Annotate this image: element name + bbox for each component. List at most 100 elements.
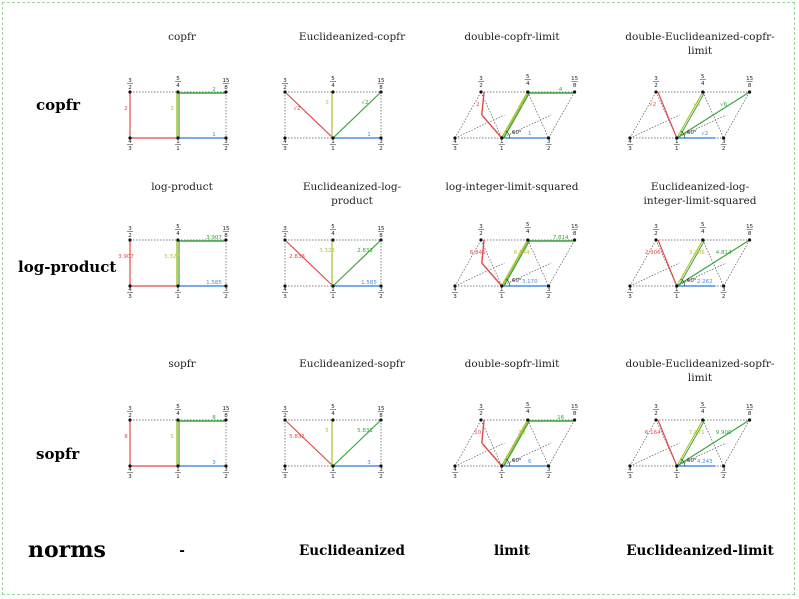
- green-edge: [678, 91, 706, 139]
- grid-line: [454, 419, 482, 467]
- grid-line: [501, 442, 552, 467]
- lattice-point: [176, 238, 180, 242]
- lattice-point: [128, 238, 132, 242]
- lattice-point: [722, 284, 726, 288]
- svg-text:1: 1: [331, 474, 335, 480]
- grid-line: [501, 114, 552, 139]
- lattice-point: [128, 418, 132, 422]
- fraction-15-8: 158: [571, 76, 578, 89]
- fraction-4-3: 43: [282, 467, 288, 480]
- lattice-point: [479, 90, 483, 94]
- red-edge: [284, 91, 334, 139]
- svg-text:8: 8: [573, 411, 577, 417]
- blue-value: 3: [212, 460, 216, 466]
- lattice-point: [547, 136, 551, 140]
- svg-text:5: 5: [701, 402, 705, 408]
- svg-text:15: 15: [746, 224, 753, 230]
- lattice-point: [628, 284, 632, 288]
- svg-text:5: 5: [701, 74, 705, 80]
- fraction-5-4: 54: [699, 74, 706, 87]
- svg-text:2: 2: [479, 411, 483, 417]
- fraction-1-1: 11: [330, 139, 336, 152]
- svg-text:15: 15: [378, 226, 385, 232]
- svg-text:5: 5: [176, 404, 180, 410]
- lattice-point: [128, 136, 132, 140]
- lattice-point: [675, 136, 679, 140]
- lattice-point: [379, 418, 383, 422]
- lattice-point: [379, 136, 383, 140]
- svg-text:8: 8: [748, 411, 752, 417]
- grid-line: [629, 114, 680, 139]
- norm-column-label: Euclideanized-limit: [626, 543, 774, 559]
- angle-label: 60°: [687, 458, 697, 464]
- lattice-point: [224, 90, 228, 94]
- lattice-point: [224, 418, 228, 422]
- svg-text:2: 2: [479, 231, 483, 237]
- lattice-point: [331, 284, 335, 288]
- svg-text:4: 4: [526, 229, 530, 235]
- svg-text:4: 4: [283, 467, 287, 473]
- fraction-3-2: 32: [720, 139, 727, 152]
- red-edge: [481, 114, 503, 139]
- blue-value: 1: [212, 132, 216, 138]
- svg-text:4: 4: [701, 409, 705, 415]
- yellow-edge: [676, 239, 704, 287]
- svg-text:3: 3: [453, 474, 457, 480]
- svg-text:3: 3: [224, 139, 228, 145]
- lattice-point: [654, 418, 658, 422]
- svg-text:1: 1: [176, 467, 180, 473]
- grid-line: [480, 91, 503, 139]
- angle-label: 60°: [687, 278, 697, 284]
- svg-text:1: 1: [176, 287, 180, 293]
- green-edge: [332, 419, 382, 467]
- svg-text:1: 1: [331, 467, 335, 473]
- lattice-point: [128, 464, 132, 468]
- fraction-4-3: 43: [127, 287, 133, 300]
- svg-text:8: 8: [379, 413, 383, 419]
- grid-line: [548, 91, 575, 139]
- lattice-point: [283, 464, 287, 468]
- green-edge: [503, 91, 531, 139]
- svg-text:1: 1: [331, 287, 335, 293]
- row-label-copfr: copfr: [36, 96, 80, 114]
- grid-line: [527, 91, 549, 139]
- grid-line: [454, 262, 505, 287]
- fraction-15-8: 158: [378, 406, 385, 419]
- svg-text:3: 3: [654, 404, 658, 410]
- red-edge: [657, 91, 678, 139]
- green-value: 7.814: [553, 235, 569, 241]
- green-value: 4: [559, 87, 563, 93]
- grid-line: [454, 442, 505, 467]
- svg-text:3: 3: [379, 139, 383, 145]
- yellow-edge: [676, 419, 704, 467]
- fraction-15-8: 158: [746, 76, 753, 89]
- grid-line: [629, 442, 680, 467]
- svg-text:3: 3: [283, 294, 287, 300]
- fraction-3-2: 32: [720, 287, 727, 300]
- svg-text:3: 3: [479, 404, 483, 410]
- lattice-point: [283, 418, 287, 422]
- yellow-value: 5: [325, 428, 329, 434]
- angle-arc: [680, 278, 686, 287]
- svg-text:8: 8: [573, 231, 577, 237]
- diagram-title: double-copfr-limit: [464, 31, 560, 43]
- yellow-edge: [501, 419, 529, 467]
- fraction-1-1: 11: [673, 287, 680, 300]
- svg-text:3: 3: [547, 467, 551, 473]
- fraction-4-3: 43: [127, 139, 133, 152]
- fraction-4-3: 43: [452, 287, 458, 300]
- fraction-15-8: 158: [746, 404, 753, 417]
- svg-text:3: 3: [628, 474, 632, 480]
- green-value: √2: [361, 99, 368, 106]
- svg-text:1: 1: [331, 146, 335, 152]
- svg-text:4: 4: [128, 287, 132, 293]
- lattice-point: [573, 90, 577, 94]
- red-value: 10: [474, 430, 481, 436]
- svg-text:1: 1: [331, 294, 335, 300]
- svg-text:3: 3: [379, 287, 383, 293]
- fraction-1-1: 11: [673, 467, 680, 480]
- lattice-point: [128, 284, 132, 288]
